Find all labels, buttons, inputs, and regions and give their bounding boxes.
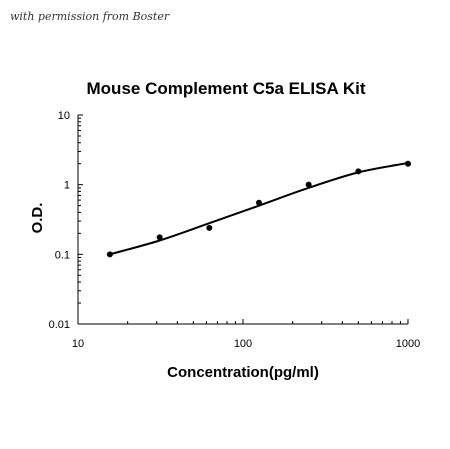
data-point	[405, 160, 411, 167]
x-tick-label: 1000	[396, 338, 420, 350]
data-point	[305, 181, 312, 188]
data-point	[106, 251, 113, 258]
chart-title: Mouse Complement C5a ELISA Kit	[87, 79, 366, 98]
x-tick-label: 10	[72, 338, 84, 350]
x-tick-label: 100	[234, 338, 252, 350]
data-point	[255, 199, 262, 206]
fit-curve	[109, 161, 409, 256]
data-points	[106, 160, 411, 258]
data-point	[355, 168, 362, 175]
y-tick-label: 0.1	[55, 249, 70, 261]
y-tick-label: 0.01	[49, 319, 70, 331]
y-axis-label: O.D.	[29, 203, 46, 234]
data-point	[156, 234, 163, 241]
y-tick-label: 1	[64, 180, 70, 192]
x-axis-label: Concentration(pg/ml)	[167, 364, 319, 381]
y-tick-label: 10	[58, 110, 70, 122]
watermark-text: with permission from Boster	[10, 10, 170, 23]
data-point	[206, 224, 213, 231]
chart-axes	[77, 115, 408, 325]
